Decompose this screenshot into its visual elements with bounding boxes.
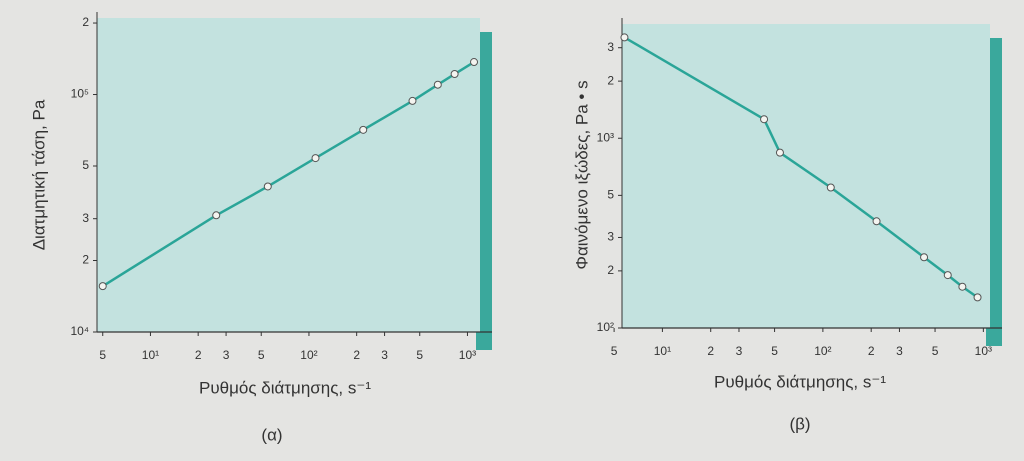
x-tick-label: 2 bbox=[353, 348, 360, 362]
y-tick-label: 3 bbox=[82, 211, 89, 225]
x-tick-label: 3 bbox=[896, 344, 903, 358]
y-tick-label: 10⁴ bbox=[70, 324, 89, 338]
data-point bbox=[920, 253, 929, 262]
y-tick-label: 10⁵ bbox=[71, 87, 89, 101]
data-point bbox=[311, 154, 320, 163]
x-tick-label: 5 bbox=[258, 348, 265, 362]
y-tick-label: 2 bbox=[82, 15, 89, 29]
y-tick-label: 5 bbox=[607, 188, 614, 202]
y-tick-label: 10² bbox=[597, 320, 614, 334]
x-axis-label: Ρυθμός διάτμησης, s⁻¹ bbox=[714, 372, 886, 391]
x-tick-label: 2 bbox=[707, 344, 714, 358]
y-tick-label: 5 bbox=[82, 158, 89, 172]
x-tick-label: 5 bbox=[99, 348, 106, 362]
data-point bbox=[943, 271, 952, 280]
x-tick-label: 10¹ bbox=[142, 348, 159, 362]
x-tick-label: 10³ bbox=[459, 348, 476, 362]
x-tick-label: 10² bbox=[300, 348, 317, 362]
data-point bbox=[775, 148, 784, 157]
x-tick-label: 3 bbox=[381, 348, 388, 362]
y-tick-label: 3 bbox=[607, 40, 614, 54]
x-tick-label: 5 bbox=[771, 344, 778, 358]
data-point bbox=[620, 33, 629, 42]
data-point bbox=[408, 96, 417, 105]
data-point bbox=[958, 282, 967, 291]
data-point bbox=[263, 182, 272, 191]
x-tick-label: 10¹ bbox=[654, 344, 671, 358]
x-tick-label: 10² bbox=[814, 344, 831, 358]
plot-area bbox=[622, 24, 990, 328]
y-tick-label: 10³ bbox=[597, 130, 614, 144]
data-point bbox=[212, 211, 221, 220]
x-tick-label: 3 bbox=[736, 344, 743, 358]
data-point bbox=[826, 183, 835, 192]
x-tick-label: 5 bbox=[416, 348, 423, 362]
y-tick-label: 2 bbox=[607, 263, 614, 277]
x-tick-label: 10³ bbox=[975, 344, 992, 358]
x-tick-label: 2 bbox=[868, 344, 875, 358]
y-axis-label: Διατμητική τάση, Pa bbox=[29, 99, 48, 250]
data-point bbox=[470, 58, 479, 67]
y-tick-label: 3 bbox=[607, 230, 614, 244]
data-point bbox=[98, 282, 107, 291]
data-point bbox=[433, 80, 442, 89]
y-axis-label: Φαινόμενο ιξώδες, Pa • s bbox=[572, 80, 591, 269]
x-tick-label: 5 bbox=[932, 344, 939, 358]
caption: (α) bbox=[261, 425, 282, 444]
y-tick-label: 2 bbox=[82, 253, 89, 267]
data-point bbox=[359, 125, 368, 134]
x-axis-label: Ρυθμός διάτμησης, s⁻¹ bbox=[199, 378, 371, 397]
x-tick-label: 2 bbox=[195, 348, 202, 362]
data-point bbox=[973, 293, 982, 302]
caption: (β) bbox=[789, 414, 810, 433]
y-tick-label: 2 bbox=[607, 73, 614, 87]
x-tick-label: 3 bbox=[223, 348, 230, 362]
data-point bbox=[760, 115, 769, 124]
x-tick-label: 5 bbox=[611, 344, 618, 358]
data-point bbox=[872, 217, 881, 226]
data-point bbox=[450, 70, 459, 79]
